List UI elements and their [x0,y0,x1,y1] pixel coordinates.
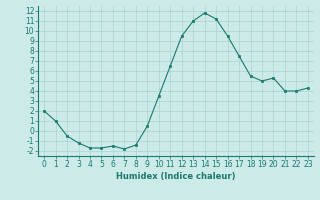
X-axis label: Humidex (Indice chaleur): Humidex (Indice chaleur) [116,172,236,181]
